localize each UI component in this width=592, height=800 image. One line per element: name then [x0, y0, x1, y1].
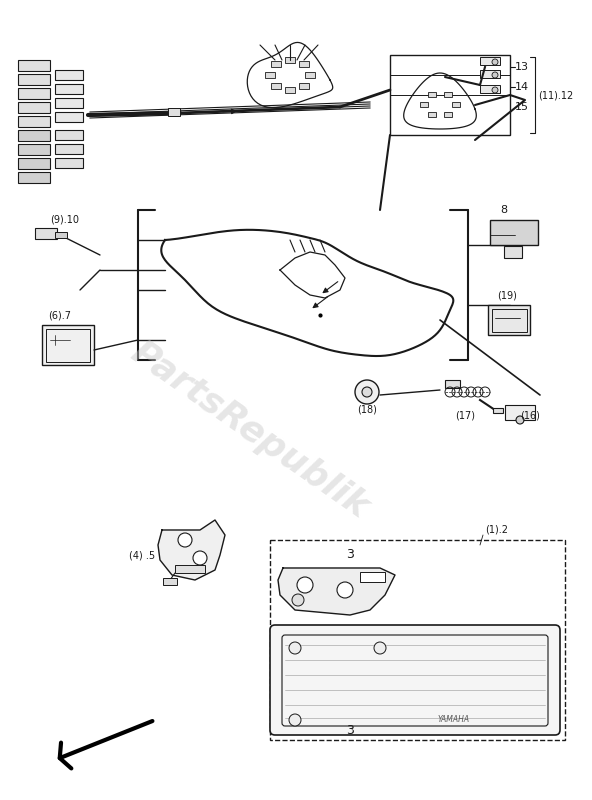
- Polygon shape: [278, 568, 395, 615]
- Text: 13: 13: [515, 62, 529, 72]
- Text: 14: 14: [515, 82, 529, 92]
- Bar: [55, 158, 83, 168]
- Bar: [490, 220, 538, 245]
- Bar: [168, 108, 180, 116]
- Bar: [299, 62, 309, 67]
- Bar: [55, 144, 83, 154]
- Bar: [18, 172, 50, 183]
- Circle shape: [289, 714, 301, 726]
- Circle shape: [337, 582, 353, 598]
- Bar: [18, 144, 50, 155]
- Bar: [452, 102, 460, 107]
- Circle shape: [492, 59, 498, 65]
- Bar: [55, 70, 83, 80]
- Bar: [480, 57, 500, 65]
- Text: 3: 3: [346, 549, 354, 562]
- Text: (1).2: (1).2: [485, 525, 508, 535]
- Bar: [360, 572, 385, 582]
- Bar: [175, 565, 205, 573]
- Text: (11).12: (11).12: [538, 90, 573, 100]
- Circle shape: [297, 577, 313, 593]
- Circle shape: [374, 642, 386, 654]
- Circle shape: [289, 642, 301, 654]
- Bar: [42, 325, 94, 365]
- Bar: [428, 92, 436, 97]
- Bar: [505, 405, 535, 420]
- Bar: [285, 57, 295, 63]
- Bar: [18, 130, 50, 141]
- Bar: [46, 329, 90, 362]
- Circle shape: [362, 387, 372, 397]
- Text: 15: 15: [515, 102, 529, 112]
- Bar: [270, 540, 565, 740]
- Bar: [55, 98, 83, 108]
- Bar: [444, 112, 452, 118]
- Bar: [265, 72, 275, 78]
- Bar: [55, 112, 83, 122]
- Text: 8: 8: [500, 205, 507, 215]
- Bar: [390, 55, 510, 135]
- Bar: [428, 112, 436, 118]
- Text: (18): (18): [357, 405, 377, 415]
- Circle shape: [492, 87, 498, 93]
- Polygon shape: [158, 520, 225, 580]
- Bar: [445, 380, 460, 388]
- Text: (4) .5: (4) .5: [129, 550, 155, 560]
- Bar: [163, 578, 177, 585]
- Bar: [493, 408, 503, 413]
- Bar: [35, 228, 57, 239]
- Text: PartsRepublik: PartsRepublik: [125, 335, 375, 525]
- Bar: [55, 130, 83, 140]
- Bar: [299, 82, 309, 89]
- Bar: [444, 92, 452, 97]
- Text: (17): (17): [455, 410, 475, 420]
- Circle shape: [516, 416, 524, 424]
- Text: (9).10: (9).10: [50, 215, 79, 225]
- Bar: [55, 84, 83, 94]
- Circle shape: [492, 72, 498, 78]
- Bar: [285, 87, 295, 93]
- Bar: [492, 309, 527, 332]
- Bar: [504, 246, 522, 258]
- Circle shape: [292, 594, 304, 606]
- Text: (6).7: (6).7: [48, 310, 71, 320]
- FancyBboxPatch shape: [270, 625, 560, 735]
- Bar: [480, 85, 500, 93]
- Text: (16): (16): [520, 410, 540, 420]
- Bar: [271, 82, 281, 89]
- Bar: [271, 62, 281, 67]
- Bar: [18, 60, 50, 71]
- Circle shape: [193, 551, 207, 565]
- Bar: [18, 88, 50, 99]
- Bar: [18, 74, 50, 85]
- Bar: [420, 102, 428, 107]
- Text: 3: 3: [346, 723, 354, 737]
- Circle shape: [355, 380, 379, 404]
- Bar: [18, 116, 50, 127]
- Text: YAMAHA: YAMAHA: [438, 715, 470, 725]
- Text: (19): (19): [497, 290, 517, 300]
- Bar: [488, 305, 530, 335]
- Bar: [18, 158, 50, 169]
- Circle shape: [178, 533, 192, 547]
- Bar: [305, 72, 315, 78]
- Bar: [55, 232, 67, 238]
- Bar: [18, 102, 50, 113]
- Bar: [480, 70, 500, 78]
